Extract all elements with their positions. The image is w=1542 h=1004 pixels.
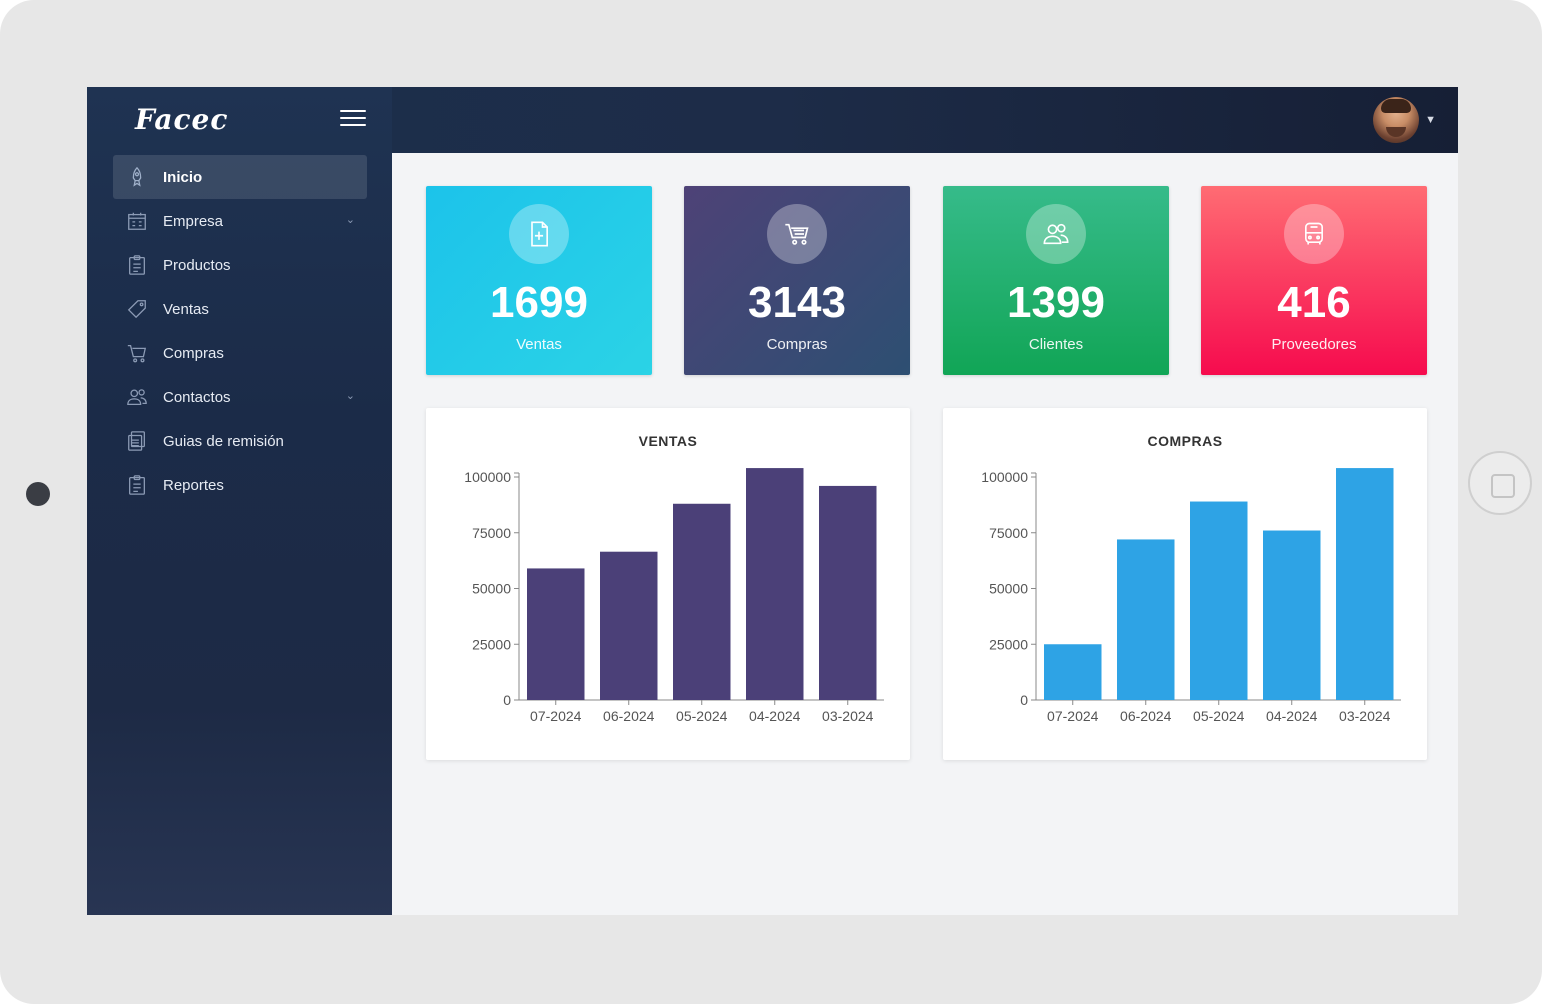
x-tick-label: 07-2024: [530, 708, 582, 724]
rocket-icon: [125, 166, 149, 188]
bar[interactable]: [1263, 530, 1321, 700]
stat-label: Compras: [766, 336, 828, 353]
x-tick-label: 06-2024: [1120, 708, 1172, 724]
bus-icon: [1284, 204, 1344, 264]
sidebar-item-label: Inicio: [163, 168, 203, 186]
sidebar-item-contactos[interactable]: Contactos ⌄: [113, 375, 367, 419]
camera-dot: [26, 482, 50, 506]
users-icon: [1026, 204, 1086, 264]
y-tick-label: 100000: [981, 469, 1028, 485]
sidebar-item-compras[interactable]: Compras: [113, 331, 367, 375]
sidebar-item-label: Empresa: [163, 212, 224, 230]
sidebar-item-guias[interactable]: Guias de remisión: [113, 419, 367, 463]
stat-card-clientes[interactable]: 1399 Clientes: [943, 186, 1169, 375]
x-tick-label: 06-2024: [603, 708, 655, 724]
sidebar: Facec Inicio Empresa ⌄: [87, 87, 392, 915]
y-tick-label: 50000: [472, 581, 511, 597]
bar[interactable]: [1336, 468, 1394, 700]
brand-logo[interactable]: Facec: [135, 103, 229, 136]
y-tick-label: 75000: [472, 525, 511, 541]
stat-card-ventas[interactable]: 1699 Ventas: [426, 186, 652, 375]
y-tick-label: 0: [1020, 692, 1028, 708]
bar[interactable]: [746, 468, 804, 700]
user-menu[interactable]: ▼: [1373, 97, 1436, 143]
x-tick-label: 04-2024: [749, 708, 801, 724]
app-screen: ▼ Facec Inicio Empresa: [87, 87, 1458, 915]
sidebar-item-label: Guias de remisión: [163, 432, 284, 450]
document-icon: [125, 430, 149, 452]
sidebar-item-label: Productos: [163, 256, 231, 274]
clipboard-icon: [125, 474, 149, 496]
sidebar-item-inicio[interactable]: Inicio: [113, 155, 367, 199]
sidebar-item-label: Contactos: [163, 388, 231, 406]
x-tick-label: 03-2024: [822, 708, 874, 724]
cart-icon: [125, 342, 149, 364]
tag-icon: [125, 298, 149, 320]
stat-value: 3143: [748, 278, 846, 327]
sidebar-item-label: Ventas: [163, 300, 209, 318]
stat-label: Clientes: [1028, 336, 1084, 353]
sidebar-item-ventas[interactable]: Ventas: [113, 287, 367, 331]
bar[interactable]: [1117, 539, 1175, 700]
chevron-down-icon[interactable]: ⌄: [345, 390, 355, 402]
stat-label: Proveedores: [1271, 336, 1357, 353]
y-tick-label: 25000: [989, 636, 1028, 652]
y-tick-label: 0: [503, 692, 511, 708]
compras-chart-card: COMPRAS 0 25000 50000 75000 100000 07-2024 06-…: [943, 408, 1427, 760]
x-tick-label: 05-2024: [676, 708, 728, 724]
chart-title: COMPRAS: [1147, 433, 1223, 449]
sidebar-item-empresa[interactable]: Empresa ⌄: [113, 199, 367, 243]
compras-bar-chart: 0 25000 50000 75000 100000 07-2024 06-2024 05-2…: [981, 468, 1401, 724]
clipboard-icon: [125, 254, 149, 276]
y-tick-label: 25000: [472, 636, 511, 652]
home-button[interactable]: [1468, 451, 1532, 515]
file-plus-icon: [509, 204, 569, 264]
building-icon: [125, 210, 149, 232]
ventas-bar-chart: 0 25000 50000 75000 100000 07-2024 06-2024 05-2…: [464, 468, 884, 724]
cart-icon: [767, 204, 827, 264]
bar[interactable]: [600, 551, 658, 700]
bar[interactable]: [1190, 501, 1248, 700]
x-tick-label: 07-2024: [1047, 708, 1099, 724]
stat-value: 416: [1277, 278, 1351, 327]
sidebar-item-productos[interactable]: Productos: [113, 243, 367, 287]
x-tick-label: 05-2024: [1193, 708, 1245, 724]
y-tick-label: 75000: [989, 525, 1028, 541]
sidebar-item-label: Reportes: [163, 476, 224, 494]
stat-value: 1699: [490, 278, 588, 327]
sidebar-item-label: Compras: [163, 344, 224, 362]
hamburger-menu-icon[interactable]: [340, 110, 368, 128]
sidebar-nav: Inicio Empresa ⌄ Productos: [113, 155, 367, 507]
stat-value: 1399: [1007, 278, 1105, 327]
y-tick-label: 50000: [989, 581, 1028, 597]
avatar[interactable]: [1373, 97, 1420, 143]
ventas-chart-card: VENTAS 0 25000 50000 75000 100000 07-2024 06-2…: [426, 408, 910, 760]
chevron-down-icon[interactable]: ▼: [1425, 114, 1436, 126]
stat-label: Ventas: [516, 336, 562, 353]
x-tick-label: 03-2024: [1339, 708, 1391, 724]
users-icon: [125, 386, 149, 408]
bar[interactable]: [1044, 644, 1102, 700]
chevron-down-icon[interactable]: ⌄: [345, 214, 355, 226]
stat-card-compras[interactable]: 3143 Compras: [684, 186, 910, 375]
y-tick-label: 100000: [464, 469, 511, 485]
bar[interactable]: [819, 485, 877, 700]
stat-card-proveedores[interactable]: 416 Proveedores: [1201, 186, 1427, 375]
bar[interactable]: [527, 568, 585, 700]
x-tick-label: 04-2024: [1266, 708, 1318, 724]
sidebar-item-reportes[interactable]: Reportes: [113, 463, 367, 507]
chart-title: VENTAS: [638, 433, 698, 449]
bar[interactable]: [673, 503, 731, 700]
